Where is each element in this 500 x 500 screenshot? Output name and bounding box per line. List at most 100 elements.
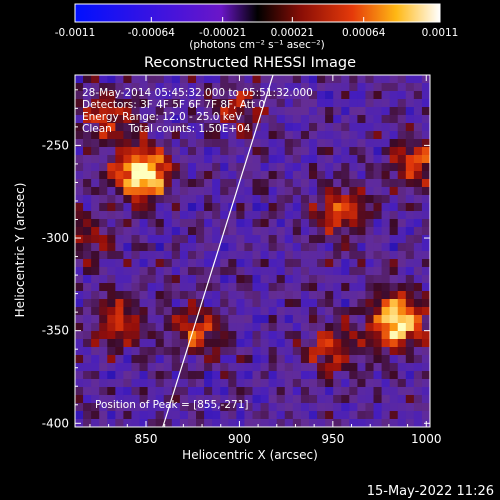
heatmap-cell: [325, 139, 334, 148]
heatmap-cell: [373, 107, 383, 116]
heatmap-cell: [139, 299, 149, 308]
heatmap-cell: [131, 323, 141, 332]
heatmap-cell: [268, 115, 278, 124]
heatmap-cell: [397, 155, 407, 164]
heatmap-cell: [155, 243, 165, 252]
heatmap-cell: [244, 355, 254, 364]
heatmap-cell: [300, 139, 310, 148]
heatmap-cell: [187, 83, 197, 92]
heatmap-cell: [187, 75, 197, 84]
heatmap-cell: [333, 387, 342, 396]
heatmap-cell: [300, 267, 310, 276]
heatmap-cell: [236, 307, 246, 316]
heatmap-cell: [196, 163, 205, 172]
heatmap-cell: [357, 371, 367, 380]
heatmap-cell: [228, 99, 237, 108]
heatmap-cell: [341, 315, 350, 324]
heatmap-cell: [397, 139, 407, 148]
heatmap-cell: [308, 195, 318, 204]
heatmap-cell: [260, 331, 270, 340]
heatmap-cell: [83, 107, 92, 116]
heatmap-cell: [325, 267, 334, 276]
heatmap-cell: [115, 347, 125, 356]
heatmap-cell: [405, 291, 415, 300]
heatmap-cell: [147, 99, 157, 108]
heatmap-cell: [349, 251, 358, 260]
heatmap-cell: [212, 275, 221, 284]
heatmap-cell: [91, 139, 100, 148]
heatmap-cell: [381, 187, 391, 196]
heatmap-cell: [421, 323, 430, 332]
heatmap-cell: [373, 171, 383, 180]
heatmap-cell: [333, 211, 342, 220]
heatmap-cell: [139, 147, 149, 156]
heatmap-cell: [187, 227, 197, 236]
heatmap-cell: [317, 291, 326, 300]
heatmap-cell: [212, 107, 221, 116]
heatmap-cell: [325, 419, 334, 427]
heatmap-cell: [99, 403, 108, 412]
heatmap-cell: [75, 115, 84, 124]
heatmap-cell: [405, 419, 415, 427]
heatmap-cell: [91, 315, 100, 324]
heatmap-cell: [357, 283, 367, 292]
heatmap-cell: [204, 91, 213, 100]
heatmap-cell: [212, 131, 221, 140]
heatmap-cell: [204, 203, 213, 212]
heatmap-cell: [357, 171, 367, 180]
heatmap-cell: [155, 83, 165, 92]
y-axis-label: Heliocentric Y (arcsec): [13, 183, 27, 318]
heatmap-cell: [317, 387, 326, 396]
heatmap-cell: [220, 355, 229, 364]
heatmap-cell: [244, 323, 254, 332]
heatmap-cell: [204, 283, 213, 292]
heatmap-cell: [397, 355, 407, 364]
heatmap-cell: [75, 163, 84, 172]
heatmap-cell: [341, 419, 350, 427]
heatmap-cell: [405, 99, 415, 108]
heatmap-cell: [341, 195, 350, 204]
heatmap-cell: [204, 251, 213, 260]
heatmap-cell: [252, 339, 262, 348]
heatmap-cell: [365, 235, 375, 244]
heatmap-cell: [115, 203, 125, 212]
heatmap-cell: [115, 131, 125, 140]
heatmap-cell: [147, 147, 157, 156]
heatmap-image: [75, 75, 430, 427]
heatmap-cell: [357, 307, 367, 316]
heatmap-cell: [413, 123, 423, 132]
heatmap-cell: [260, 163, 270, 172]
heatmap-cell: [83, 83, 92, 92]
heatmap-cell: [381, 315, 391, 324]
heatmap-cell: [196, 211, 205, 220]
heatmap-cell: [397, 195, 407, 204]
heatmap-cell: [373, 315, 383, 324]
heatmap-cell: [196, 115, 205, 124]
heatmap-cell: [260, 107, 270, 116]
heatmap-cell: [204, 227, 213, 236]
heatmap-cell: [284, 235, 294, 244]
heatmap-cell: [244, 235, 254, 244]
heatmap-cell: [131, 283, 141, 292]
heatmap-cell: [373, 115, 383, 124]
heatmap-cell: [107, 123, 116, 132]
heatmap-cell: [405, 219, 415, 228]
heatmap-cell: [75, 267, 84, 276]
heatmap-cell: [107, 139, 116, 148]
heatmap-cell: [139, 315, 149, 324]
heatmap-cell: [147, 411, 157, 420]
heatmap-cell: [413, 195, 423, 204]
heatmap-cell: [75, 283, 84, 292]
heatmap-cell: [99, 219, 108, 228]
heatmap-cell: [317, 83, 326, 92]
heatmap-cell: [421, 163, 430, 172]
heatmap-cell: [276, 187, 286, 196]
heatmap-cell: [300, 363, 310, 372]
heatmap-cell: [147, 251, 157, 260]
heatmap-cell: [381, 243, 391, 252]
heatmap-cell: [212, 123, 221, 132]
heatmap-cell: [187, 307, 197, 316]
heatmap-cell: [83, 267, 92, 276]
heatmap-cell: [107, 315, 116, 324]
heatmap-cell: [357, 291, 367, 300]
